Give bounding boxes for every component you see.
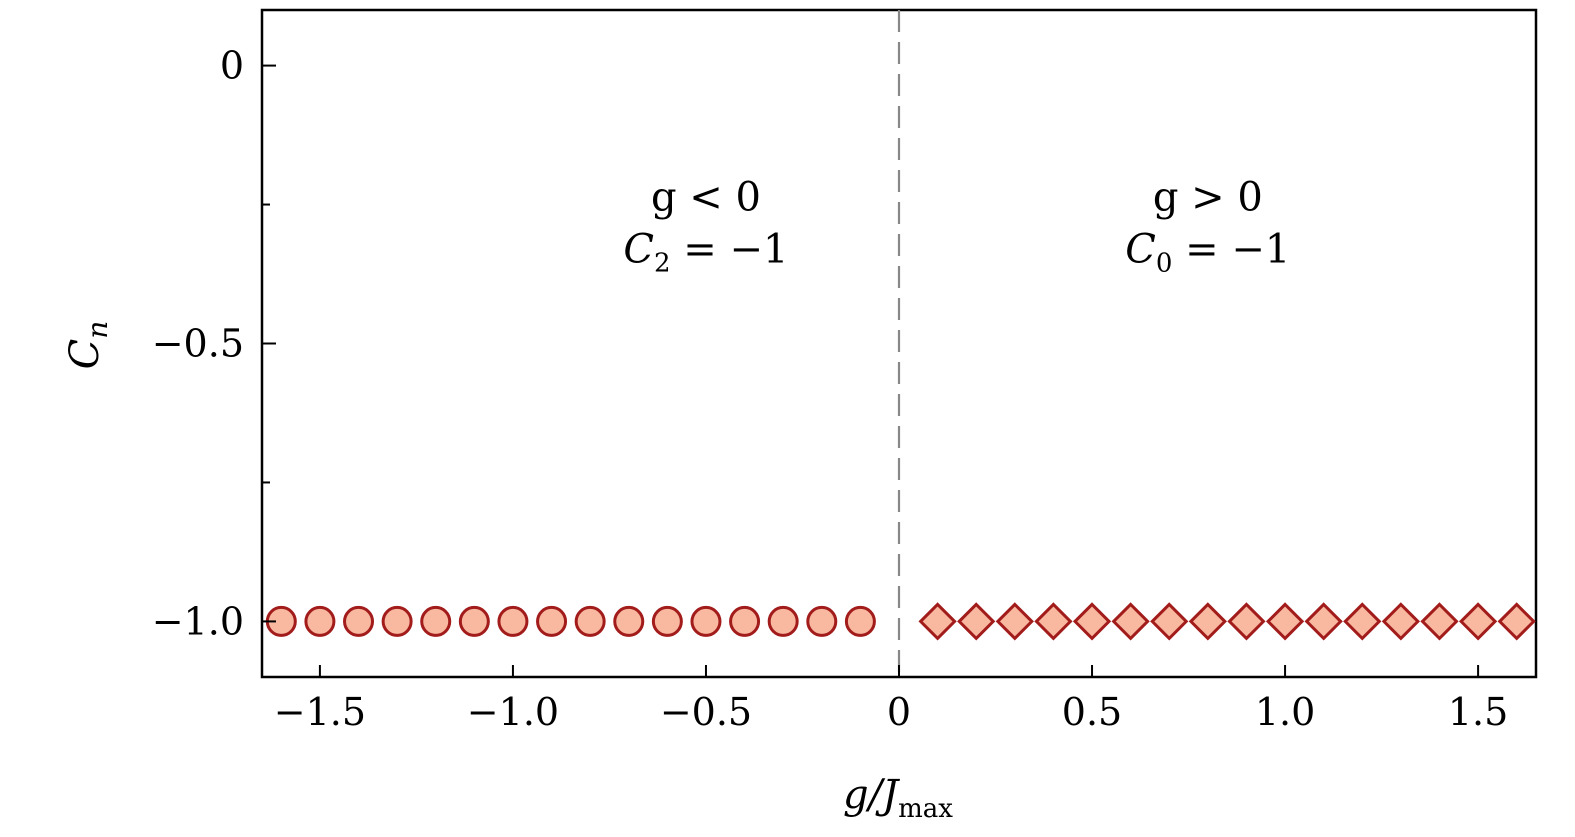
data-point-diamond	[1227, 602, 1266, 641]
x-axis-label-main: g/J	[843, 772, 900, 818]
x-tick-label: −1.0	[467, 690, 559, 734]
data-point-diamond	[1034, 602, 1073, 641]
x-tick-label: 1.5	[1448, 690, 1508, 734]
data-point-diamond	[995, 602, 1034, 641]
y-axis-label: Cn	[62, 321, 114, 370]
data-point-diamond	[1111, 602, 1150, 641]
data-point-diamond	[1188, 602, 1227, 641]
data-point-circle	[497, 605, 529, 637]
annotations: g < 0 C2 = −1 g > 0 C0 = −1	[623, 174, 1290, 278]
data-point-circle	[844, 605, 876, 637]
annotation-left-condition: g < 0	[651, 174, 761, 220]
x-tick-label: 1.0	[1255, 690, 1315, 734]
data-point-circle	[806, 605, 838, 637]
data-point-circle	[651, 605, 683, 637]
data-point-diamond	[1458, 602, 1498, 641]
data-point-circle	[690, 605, 722, 637]
data-point-circle	[304, 605, 336, 637]
data-point-circle	[613, 605, 645, 637]
axes-ticks: −1.5 −1.0 −0.5 0 0.5 1.0 1.5 0 −0.5 −1.0	[152, 44, 1509, 734]
data-point-circle	[420, 605, 452, 637]
y-axis-label-main: C	[62, 339, 108, 370]
y-tick-label: −1.0	[152, 599, 244, 643]
data-point-diamond	[1150, 602, 1189, 641]
annotation-right-value: C0 = −1	[1125, 226, 1290, 278]
x-axis-label-sub: max	[898, 794, 953, 824]
data-point-circle	[767, 605, 799, 637]
x-axis-label: g/Jmax	[843, 772, 953, 824]
data-point-diamond	[1381, 602, 1421, 641]
data-point-circle	[536, 605, 568, 637]
data-point-circle	[381, 605, 413, 637]
data-point-diamond	[1497, 602, 1536, 641]
x-tick-label: −1.5	[274, 690, 366, 734]
y-tick-label: −0.5	[152, 322, 244, 366]
data-point-circle	[343, 605, 375, 637]
axis-labels: g/Jmax Cn	[62, 321, 953, 824]
data-point-diamond	[1343, 602, 1382, 641]
data-point-circle	[458, 605, 490, 637]
data-point-circle	[574, 605, 606, 637]
annotation-left-value: C2 = −1	[623, 226, 788, 278]
x-tick-label: −0.5	[660, 690, 752, 734]
data-point-diamond	[1072, 602, 1112, 641]
data-point-diamond	[1304, 602, 1343, 641]
data-point-circle	[729, 605, 761, 637]
data-point-diamond	[1265, 602, 1305, 641]
annotation-right-condition: g > 0	[1153, 174, 1263, 220]
data-point-diamond	[1420, 602, 1459, 641]
y-axis-label-sub: n	[81, 321, 114, 339]
y-tick-label: 0	[220, 44, 244, 88]
data-points	[265, 602, 1536, 641]
data-point-diamond	[957, 602, 996, 641]
data-point-diamond	[918, 602, 957, 641]
x-tick-label: 0	[887, 690, 911, 734]
x-tick-label: 0.5	[1062, 690, 1122, 734]
